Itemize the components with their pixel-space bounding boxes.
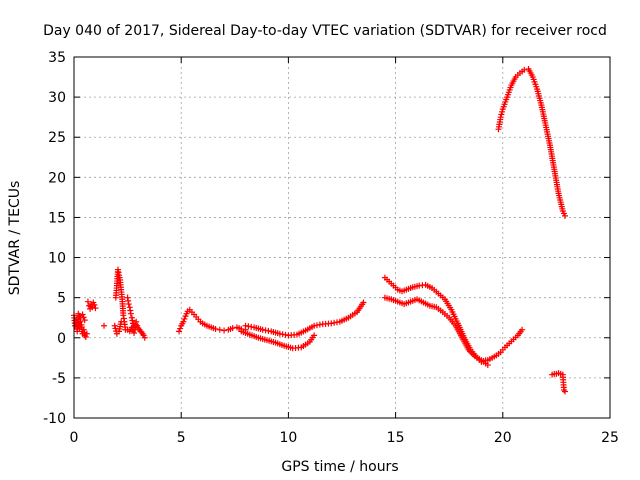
data-point (133, 318, 140, 325)
data-point (91, 301, 98, 308)
data-point (499, 108, 506, 115)
data-point (128, 324, 135, 331)
data-point (181, 315, 188, 322)
series-recovery-19h-to-21h (484, 326, 526, 364)
data-point (216, 326, 223, 333)
data-point (498, 111, 505, 118)
data-point (360, 299, 367, 306)
series-arc-14-5h-lower (381, 294, 491, 369)
x-tick-label: 20 (494, 430, 512, 446)
y-axis-label: SDTVAR / TECUs (7, 181, 23, 296)
x-tick-label: 10 (279, 430, 297, 446)
series-arc-20h-to-23h (495, 66, 568, 219)
y-tick-label: 5 (57, 291, 66, 307)
y-tick-label: 25 (48, 130, 66, 146)
x-tick-label: 5 (177, 430, 186, 446)
data-point (79, 311, 86, 318)
series-isolated (101, 322, 108, 329)
y-tick-label: 15 (48, 210, 66, 226)
data-point (101, 322, 108, 329)
grid-lines (74, 57, 610, 418)
data-point (221, 327, 228, 334)
axis-ticks: 0 5 10 15 20 25 35 30 25 20 15 10 5 0 -5 -10 (43, 50, 619, 446)
data-point (82, 333, 89, 340)
data-point (131, 329, 138, 336)
data-point (127, 310, 134, 317)
data-points (71, 66, 568, 395)
series-arc-5h-to-8h (176, 306, 249, 335)
y-tick-label: 0 (57, 331, 66, 347)
data-point (561, 212, 568, 219)
data-point (521, 66, 528, 73)
data-point (141, 334, 148, 341)
x-tick-label: 25 (601, 430, 619, 446)
series-band-8h-to-11h-lower (238, 328, 318, 352)
y-tick-label: 30 (48, 90, 66, 106)
data-point (111, 322, 118, 329)
y-tick-label: 20 (48, 170, 66, 186)
series-cluster-2h-low (111, 318, 125, 337)
plot-frame (73, 56, 611, 419)
data-point (84, 298, 91, 305)
series-spike-2h (112, 266, 129, 333)
x-axis-label: GPS time / hours (281, 459, 398, 475)
data-point (311, 332, 318, 339)
data-point (125, 301, 132, 308)
data-point (118, 318, 125, 325)
x-tick-label: 0 (70, 430, 79, 446)
data-point (92, 305, 99, 312)
x-tick-label: 15 (387, 430, 405, 446)
data-point (229, 325, 236, 332)
data-point (81, 317, 88, 324)
y-tick-label: 10 (48, 251, 66, 267)
data-point (177, 325, 184, 332)
data-point (176, 328, 183, 335)
y-tick-label: -10 (43, 411, 66, 427)
data-point (83, 330, 90, 337)
data-point (129, 327, 136, 334)
data-point (212, 325, 219, 332)
series-cluster-2-5h (124, 294, 148, 341)
y-tick-label: -5 (52, 371, 66, 387)
data-point (497, 114, 504, 121)
data-point (80, 314, 87, 321)
series-cluster-early-a (71, 312, 90, 340)
series-cluster-2-5h-b (124, 324, 138, 336)
series-cluster-early-b (75, 310, 88, 324)
data-point (561, 388, 568, 395)
y-tick-label: 35 (48, 50, 66, 66)
chart-title: Day 040 of 2017, Sidereal Day-to-day VTE… (43, 23, 607, 39)
data-point (519, 326, 526, 333)
data-point (180, 318, 187, 325)
series-band-8h-to-13-5h-upper (242, 299, 367, 339)
series-cluster-early-c (84, 298, 99, 312)
series-late-cluster (549, 370, 568, 395)
